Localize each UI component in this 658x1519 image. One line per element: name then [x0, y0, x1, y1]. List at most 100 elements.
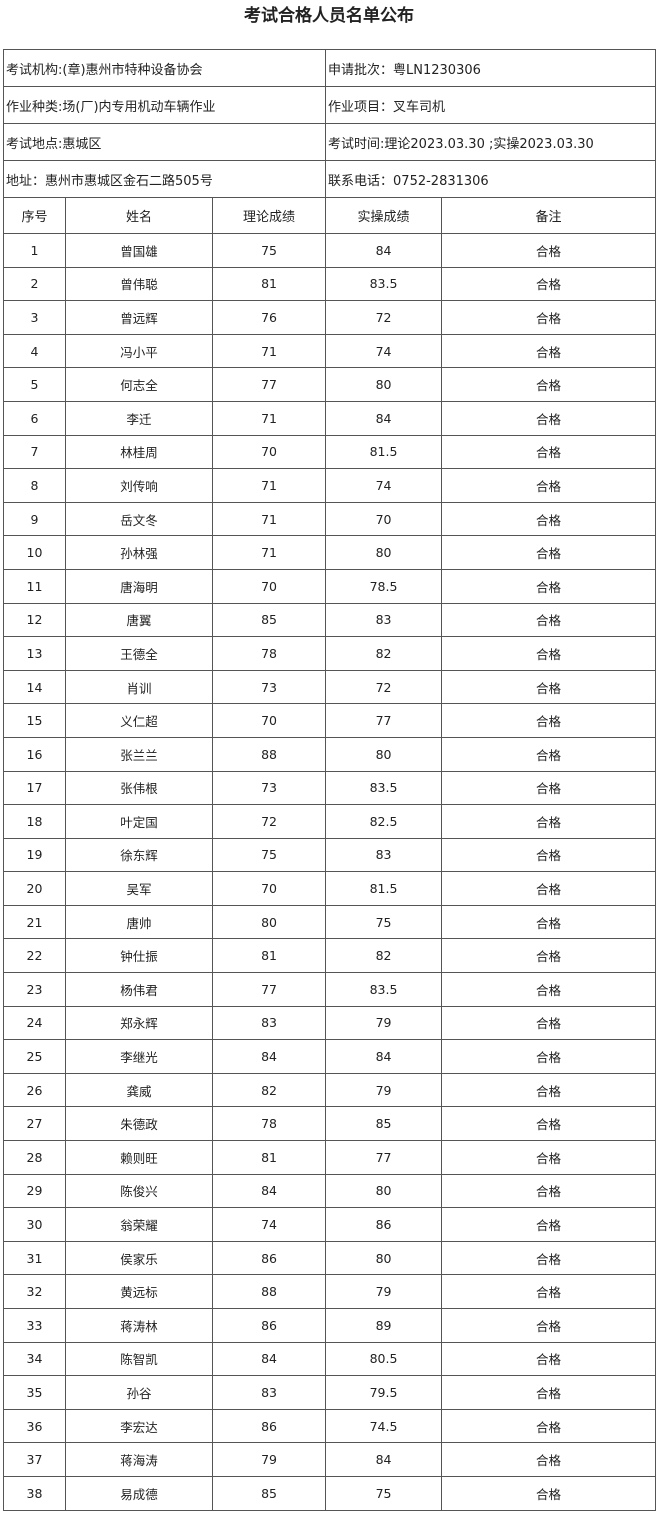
seq-cell: 19: [3, 837, 66, 873]
practical-score-cell: 83: [325, 837, 443, 873]
name-cell: 李继光: [65, 1039, 213, 1074]
info-organization-row: 考试机构:(章)惠州市特种设备协会 申请批次：粤LN1230306: [2, 49, 657, 87]
table-row: 22 钟仕振 81 82 合格: [3, 938, 657, 974]
table-row: 25 李继光 84 84 合格: [3, 1039, 657, 1074]
name-cell: 唐翼: [65, 602, 213, 638]
theory-score-cell: 83: [211, 1375, 327, 1410]
table-row: 35 孙谷 83 79.5 合格: [3, 1375, 657, 1410]
practical-score-cell: 80: [325, 1240, 443, 1276]
remark-cell: 合格: [441, 770, 657, 806]
table-row: 33 蒋涛林 86 89 合格: [3, 1308, 657, 1343]
info-address-row: 地址：惠州市惠城区金石二路505号 联系电话：0752-2831306: [2, 160, 657, 198]
theory-score-cell: 85: [211, 602, 327, 638]
practical-score-cell: 82: [325, 636, 443, 671]
theory-score-cell: 78: [211, 1106, 327, 1142]
remark-cell: 合格: [441, 1039, 657, 1074]
seq-cell: 33: [3, 1308, 66, 1343]
table-row: 18 叶定国 72 82.5 合格: [3, 804, 657, 839]
name-cell: 钟仕振: [65, 938, 213, 974]
practical-score-cell: 79: [325, 1072, 443, 1108]
seq-cell: 24: [3, 1005, 66, 1041]
name-cell: 肖训: [65, 669, 213, 705]
theory-score-cell: 70: [211, 434, 327, 470]
theory-score-cell: 79: [211, 1442, 327, 1477]
theory-score-cell: 81: [211, 266, 327, 302]
theory-score-cell: 86: [211, 1240, 327, 1276]
name-cell: 何志全: [65, 367, 213, 402]
theory-score-cell: 70: [211, 568, 327, 604]
name-cell: 岳文冬: [65, 501, 213, 537]
name-cell: 侯家乐: [65, 1240, 213, 1276]
practical-score-cell: 75: [325, 1475, 443, 1511]
theory-score-cell: 71: [211, 468, 327, 503]
practical-score-cell: 79: [325, 1274, 443, 1309]
info-cell: 申请批次：粤LN1230306: [325, 49, 657, 87]
name-cell: 曾国雄: [65, 233, 213, 268]
practical-score-cell: 83: [325, 602, 443, 638]
table-row: 6 李迁 71 84 合格: [3, 400, 657, 436]
theory-score-cell: 84: [211, 1173, 327, 1209]
seq-cell: 6: [3, 400, 66, 436]
theory-score-cell: 86: [211, 1308, 327, 1343]
seq-cell: 15: [3, 703, 66, 738]
seq-cell: 23: [3, 972, 66, 1007]
remark-cell: 合格: [441, 568, 657, 604]
remark-cell: 合格: [441, 1207, 657, 1242]
name-cell: 黄远标: [65, 1274, 213, 1309]
seq-cell: 10: [3, 535, 66, 570]
theory-score-cell: 72: [211, 804, 327, 839]
seq-cell: 16: [3, 736, 66, 772]
theory-score-cell: 77: [211, 367, 327, 402]
practical-score-cell: 78.5: [325, 568, 443, 604]
table-row: 27 朱德政 78 85 合格: [3, 1106, 657, 1142]
name-cell: 义仁超: [65, 703, 213, 738]
name-cell: 蒋涛林: [65, 1308, 213, 1343]
seq-cell: 20: [3, 871, 66, 906]
theory-score-cell: 78: [211, 636, 327, 671]
theory-score-cell: 81: [211, 1140, 327, 1175]
info-cell: 考试时间:理论2023.03.30 ;实操2023.03.30: [325, 123, 657, 161]
table-row: 31 侯家乐 86 80 合格: [3, 1240, 657, 1276]
table-row: 8 刘传响 71 74 合格: [3, 468, 657, 503]
remark-cell: 合格: [441, 535, 657, 570]
name-cell: 吴军: [65, 871, 213, 906]
seq-cell: 35: [3, 1375, 66, 1410]
remark-cell: 合格: [441, 972, 657, 1007]
remark-cell: 合格: [441, 1341, 657, 1377]
theory-score-cell: 80: [211, 904, 327, 940]
remark-cell: 合格: [441, 266, 657, 302]
results-table: 考试机构:(章)惠州市特种设备协会 申请批次：粤LN1230306 作业种类:场(厂…: [2, 49, 657, 1511]
name-cell: 徐东辉: [65, 837, 213, 873]
remark-cell: 合格: [441, 1475, 657, 1511]
remark-cell: 合格: [441, 871, 657, 906]
info-cell: 考试机构:(章)惠州市特种设备协会: [2, 49, 327, 87]
table-row: 38 易成德 85 75 合格: [3, 1475, 657, 1511]
name-cell: 唐海明: [65, 568, 213, 604]
remark-cell: 合格: [441, 233, 657, 268]
table-row: 19 徐东辉 75 83 合格: [3, 837, 657, 873]
column-header: 序号: [3, 197, 66, 234]
name-cell: 张伟根: [65, 770, 213, 806]
remark-cell: 合格: [441, 434, 657, 470]
name-cell: 翁荣耀: [65, 1207, 213, 1242]
theory-score-cell: 81: [211, 938, 327, 974]
name-cell: 张兰兰: [65, 736, 213, 772]
practical-score-cell: 74.5: [325, 1408, 443, 1444]
seq-cell: 34: [3, 1341, 66, 1377]
name-cell: 易成德: [65, 1475, 213, 1511]
practical-score-cell: 79.5: [325, 1375, 443, 1410]
table-row: 37 蒋海涛 79 84 合格: [3, 1442, 657, 1477]
theory-score-cell: 84: [211, 1341, 327, 1377]
remark-cell: 合格: [441, 837, 657, 873]
table-row: 10 孙林强 71 80 合格: [3, 535, 657, 570]
theory-score-cell: 70: [211, 703, 327, 738]
remark-cell: 合格: [441, 300, 657, 335]
name-cell: 赖则旺: [65, 1140, 213, 1175]
remark-cell: 合格: [441, 703, 657, 738]
practical-score-cell: 77: [325, 703, 443, 738]
practical-score-cell: 74: [325, 333, 443, 369]
theory-score-cell: 74: [211, 1207, 327, 1242]
name-cell: 孙谷: [65, 1375, 213, 1410]
table-row: 36 李宏达 86 74.5 合格: [3, 1408, 657, 1444]
table-row: 20 吴军 70 81.5 合格: [3, 871, 657, 906]
